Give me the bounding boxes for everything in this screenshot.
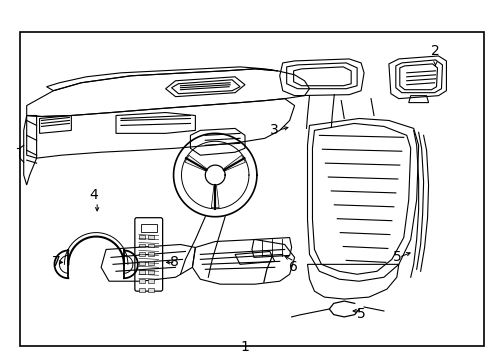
Text: 3: 3: [270, 123, 279, 138]
Bar: [139, 243, 144, 247]
Bar: [147, 279, 153, 283]
Bar: [139, 252, 144, 256]
Bar: [139, 279, 144, 283]
Bar: [147, 235, 153, 239]
Polygon shape: [224, 156, 245, 171]
Text: 2: 2: [430, 44, 439, 58]
Text: 1: 1: [240, 340, 249, 354]
Bar: [147, 288, 153, 292]
Text: 7: 7: [52, 255, 61, 269]
Bar: [141, 224, 156, 231]
Bar: [139, 261, 144, 265]
Text: 5: 5: [392, 251, 400, 264]
Bar: [139, 288, 144, 292]
Bar: [147, 243, 153, 247]
Bar: [139, 235, 144, 239]
Polygon shape: [211, 186, 219, 208]
Bar: [147, 252, 153, 256]
Text: 5: 5: [356, 307, 365, 321]
Polygon shape: [185, 156, 206, 171]
Text: 6: 6: [288, 260, 298, 274]
Bar: [20, 32, 483, 346]
Text: 4: 4: [90, 188, 99, 202]
Bar: [147, 270, 153, 274]
Bar: [147, 261, 153, 265]
Bar: [139, 270, 144, 274]
Text: 8: 8: [170, 255, 179, 269]
